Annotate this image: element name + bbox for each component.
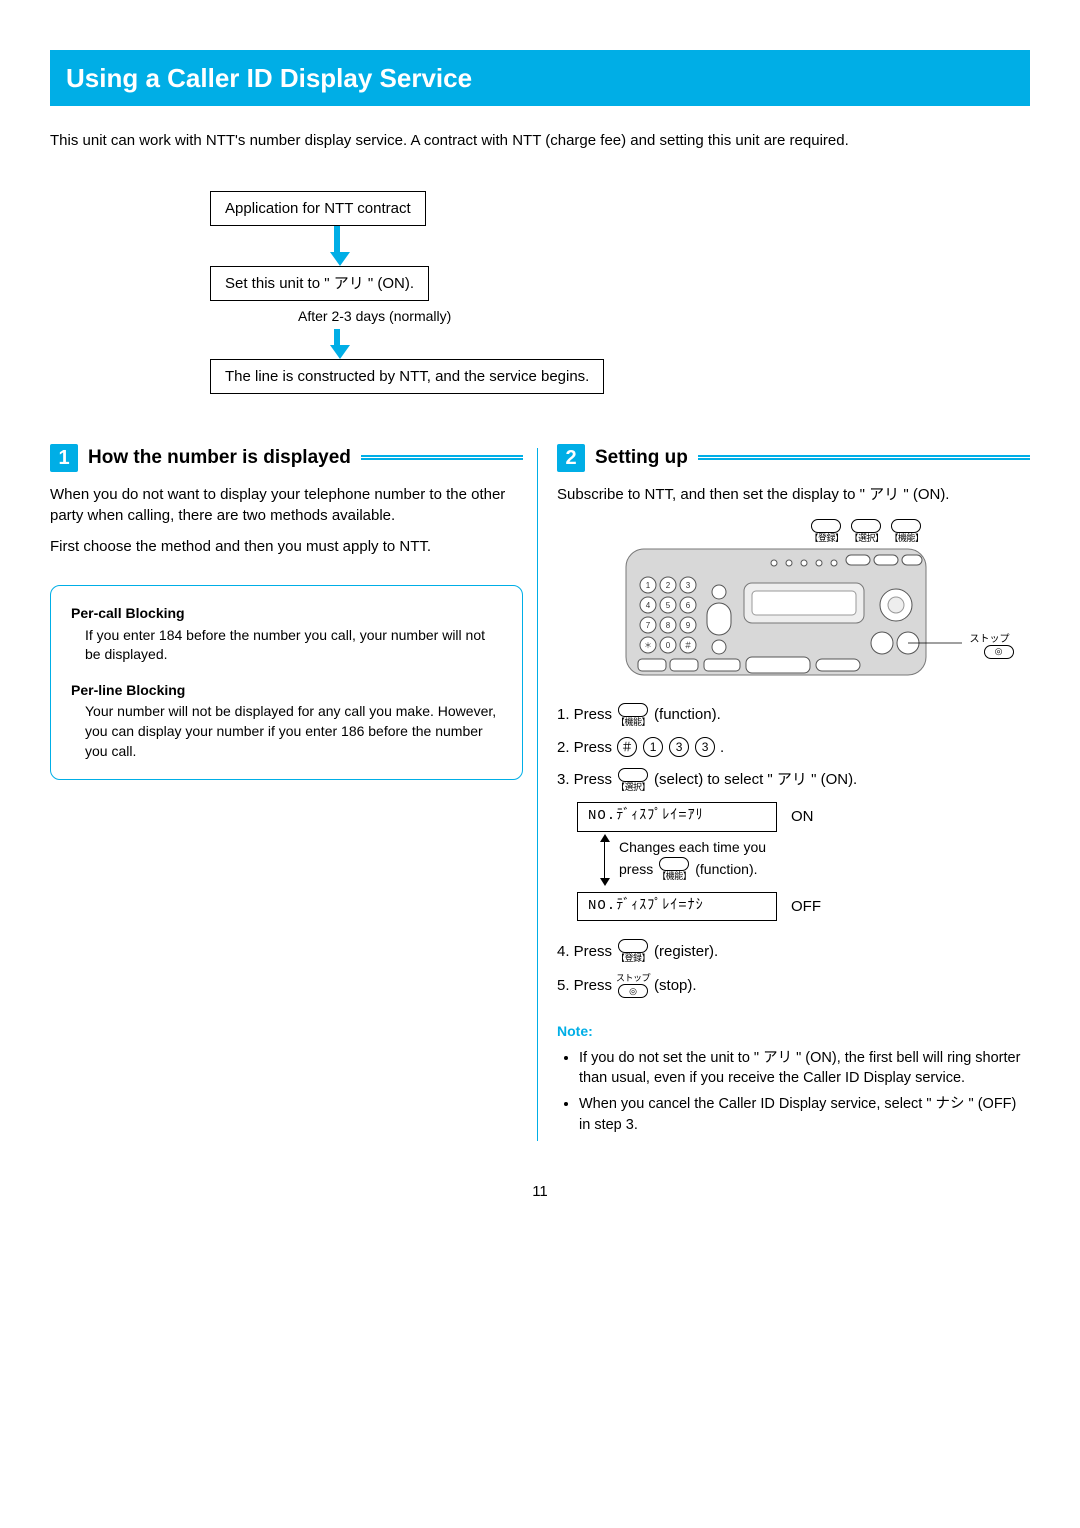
stop-button-icon: ストップ◎: [616, 973, 650, 998]
step-3: 3. Press 【選択】 (select) to select " アリ " …: [557, 768, 1030, 792]
display-off-row: NO.ﾃﾞｨｽﾌﾟﾚｲ=ﾅｼ OFF: [577, 892, 1030, 922]
svg-text:5: 5: [665, 601, 670, 610]
section-title-2: Setting up: [595, 445, 688, 472]
step-2: 2. Press ＃ 1 3 3 .: [557, 737, 1030, 758]
flow-note: After 2-3 days (normally): [298, 301, 451, 329]
page-title: Using a Caller ID Display Service: [50, 50, 1030, 106]
svg-text:＃: ＃: [684, 641, 692, 650]
flow-box-2: Set this unit to " アリ " (ON).: [210, 266, 429, 301]
svg-text:2: 2: [665, 581, 670, 590]
sec2-p1: Subscribe to NTT, and then set the displ…: [557, 484, 1030, 505]
display-on: NO.ﾃﾞｨｽﾌﾟﾚｲ=ｱﾘ: [577, 802, 777, 832]
section-how-displayed: 1 How the number is displayed When you d…: [50, 444, 537, 1141]
sec1-p1: When you do not want to display your tel…: [50, 484, 523, 526]
svg-text:＊: ＊: [644, 641, 652, 650]
toggle-text-2: press 【機能】 (function).: [619, 857, 766, 881]
key-hash: ＃: [617, 737, 637, 757]
stop-callout-icon: ◎: [984, 645, 1014, 659]
section-setting-up: 2 Setting up Subscribe to NTT, and then …: [537, 444, 1030, 1141]
device-illustration: 【登録】 【選択】 【機能】 1 2 3: [624, 519, 964, 683]
intro-text: This unit can work with NTT's number dis…: [50, 130, 1030, 151]
page-number: 11: [50, 1181, 1030, 1202]
svg-text:9: 9: [685, 621, 690, 630]
toggle-text-1: Changes each time you: [619, 838, 766, 858]
svg-text:8: 8: [665, 621, 670, 630]
section-title-1: How the number is displayed: [88, 445, 351, 472]
perline-heading: Per-line Blocking: [71, 681, 502, 701]
flow-arrow-2: [330, 345, 350, 359]
svg-text:0: 0: [665, 641, 670, 650]
svg-text:3: 3: [685, 581, 690, 590]
section-number-1: 1: [50, 444, 78, 472]
svg-text:7: 7: [645, 621, 650, 630]
note-heading: Note:: [557, 1022, 1030, 1042]
perline-text: Your number will not be displayed for an…: [85, 702, 502, 761]
key-3a: 3: [669, 737, 689, 757]
flow-box-1: Application for NTT contract: [210, 191, 426, 226]
note-item-2: When you cancel the Caller ID Display se…: [579, 1094, 1030, 1135]
display-on-label: ON: [791, 806, 814, 827]
step-4: 4. Press 【登録】 (register).: [557, 939, 1030, 963]
setup-flowchart: Application for NTT contract Set this un…: [210, 191, 1030, 394]
function-button-icon: 【機能】: [616, 703, 650, 727]
step-5: 5. Press ストップ◎ (stop).: [557, 973, 1030, 998]
select-button-icon: 【選択】: [616, 768, 650, 792]
svg-text:1: 1: [645, 581, 650, 590]
top-btn-function: 【機能】: [889, 519, 923, 543]
section-number-2: 2: [557, 444, 585, 472]
percall-text: If you enter 184 before the number you c…: [85, 626, 502, 665]
svg-text:6: 6: [685, 601, 690, 610]
note-item-1: If you do not set the unit to " アリ " (ON…: [579, 1048, 1030, 1089]
key-1: 1: [643, 737, 663, 757]
display-on-row: NO.ﾃﾞｨｽﾌﾟﾚｲ=ｱﾘ ON: [577, 802, 1030, 832]
display-off: NO.ﾃﾞｨｽﾌﾟﾚｲ=ﾅｼ: [577, 892, 777, 922]
percall-heading: Per-call Blocking: [71, 604, 502, 624]
column-divider: [537, 448, 538, 1141]
top-btn-select: 【選択】: [849, 519, 883, 543]
flow-box-3: The line is constructed by NTT, and the …: [210, 359, 604, 394]
key-3b: 3: [695, 737, 715, 757]
function-button-icon-2: 【機能】: [657, 857, 691, 881]
blocking-info-box: Per-call Blocking If you enter 184 befor…: [50, 585, 523, 780]
top-btn-register: 【登録】: [809, 519, 843, 543]
step-1: 1. Press 【機能】 (function).: [557, 703, 1030, 727]
register-button-icon: 【登録】: [616, 939, 650, 963]
toggle-arrows-icon: [597, 838, 611, 882]
display-off-label: OFF: [791, 896, 821, 917]
svg-text:4: 4: [645, 601, 650, 610]
sec1-p2: First choose the method and then you mus…: [50, 536, 523, 557]
flow-arrow-1: [334, 226, 340, 252]
